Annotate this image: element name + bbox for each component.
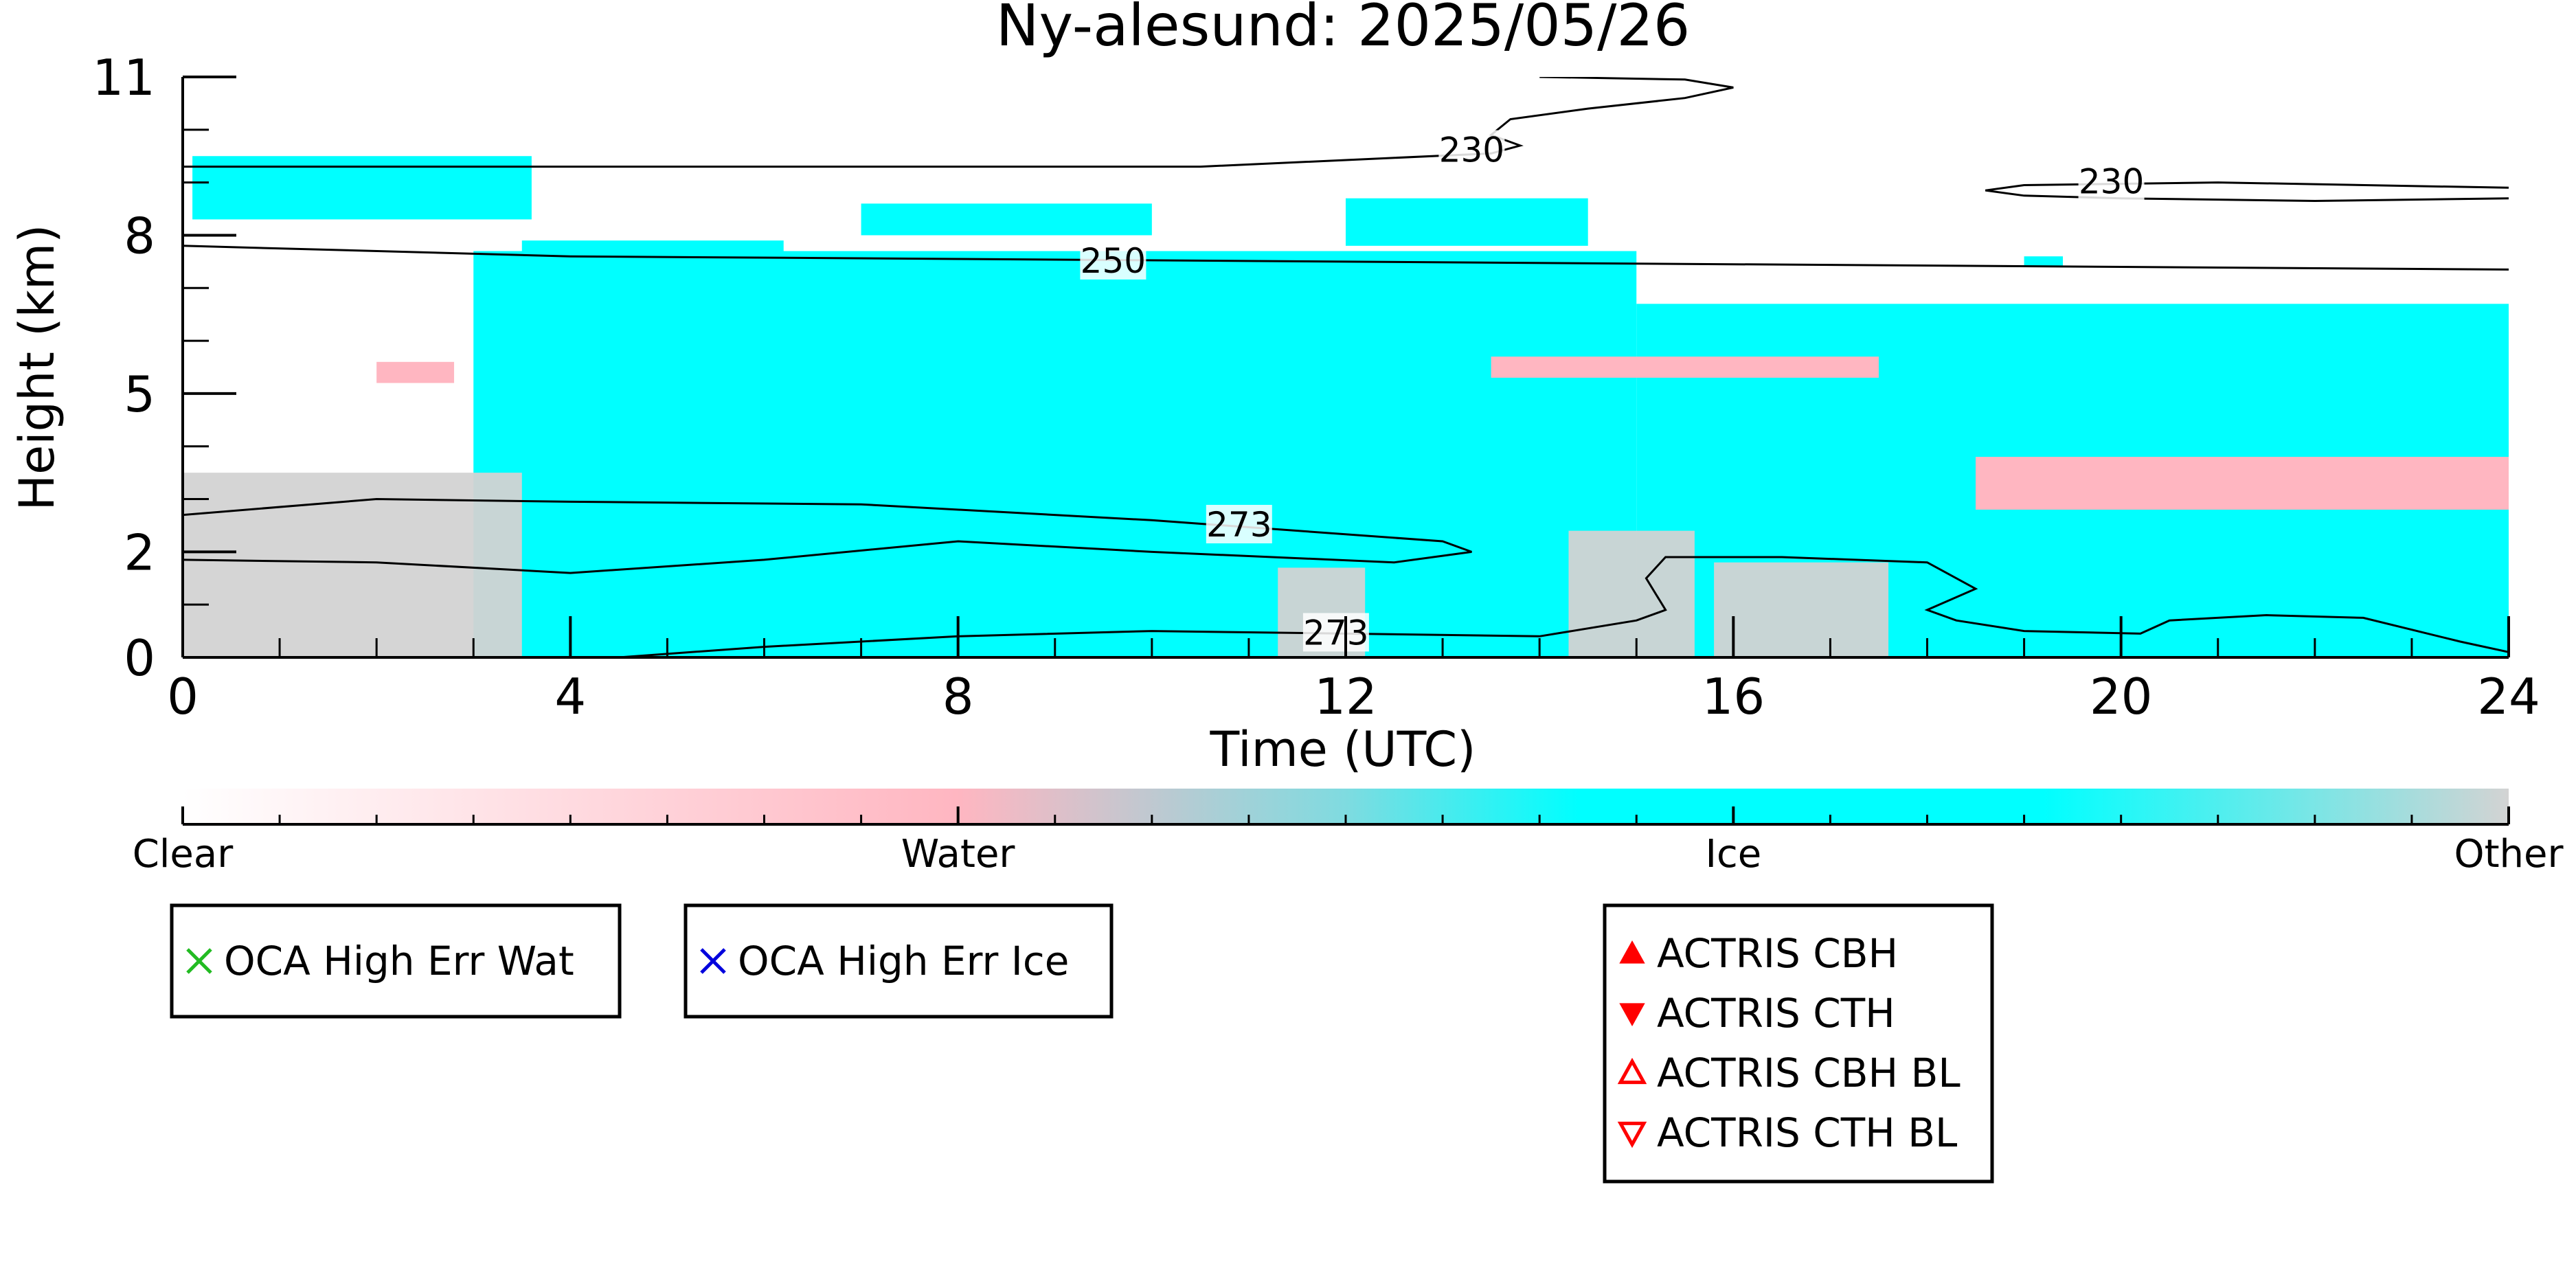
temperature-contours: 230 230 250 273 273: [183, 77, 2509, 657]
contour-line: [183, 497, 1472, 574]
x-tick-label: 16: [1702, 668, 1765, 725]
cloud-region-water: [1976, 457, 2509, 510]
legend-frame: [683, 903, 1114, 1019]
legend-label: ACTRIS CBH: [1657, 930, 1898, 977]
legend-entry: ACTRIS CTH: [1619, 990, 1895, 1037]
y-tick-label: 2: [124, 523, 155, 581]
cloud-region-ice: [192, 156, 532, 220]
legend-frame: [170, 903, 622, 1019]
cloud-region-ice: [2024, 256, 2064, 267]
legend-label: ACTRIS CTH: [1657, 990, 1895, 1037]
x-tick-label: 0: [167, 668, 199, 725]
legend-label: OCA High Err Wat: [224, 938, 574, 984]
legend-label: OCA High Err Ice: [738, 938, 1069, 984]
legend-box: OCA High Err Ice: [683, 903, 1114, 1019]
triangle-up-open-icon: [1617, 1057, 1647, 1085]
plot-area: 230 230 250 273 273 0 2 5 8 11 0 4 8 12 16 20 24: [92, 49, 2540, 725]
colorbar-tick-label: Other: [2454, 832, 2564, 877]
triangle-up-icon: [1619, 940, 1645, 964]
cloud-region-other: [1568, 530, 1695, 657]
contour-label-bg: [1206, 504, 1272, 543]
cloud-region-water: [1491, 357, 1879, 378]
x-tick-label: 24: [2477, 668, 2540, 725]
legend-entry: ACTRIS CBH: [1619, 930, 1898, 977]
x-marker-icon: [186, 948, 212, 974]
cloud-region-other: [1714, 562, 1889, 657]
x-marker-icon: [700, 948, 726, 974]
colorbar-tick-label: Clear: [133, 832, 234, 877]
y-tick-label: 11: [92, 49, 155, 106]
y-axis-label: Height (km): [9, 225, 65, 511]
x-tick-label: 8: [942, 668, 974, 725]
x-tick-label: 12: [1314, 668, 1377, 725]
cloud-region-ice: [1346, 198, 1588, 246]
legend-entry: OCA High Err Ice: [700, 938, 1069, 984]
chart-title: Ny-alesund: 2025/05/26: [996, 0, 1691, 59]
y-tick-label: 8: [124, 207, 155, 264]
legend-label: ACTRIS CTH BL: [1657, 1109, 1957, 1156]
cloud-regions: [183, 156, 2509, 657]
colorbar-tick-label: Ice: [1705, 832, 1761, 877]
contour-label: 250: [1081, 241, 1146, 281]
legend-entry: ACTRIS CTH BL: [1617, 1109, 1957, 1156]
contour-line: [618, 556, 2509, 657]
contour-line: [183, 245, 2509, 271]
legend-box: OCA High Err Wat: [170, 903, 622, 1019]
contour-label: 230: [1439, 131, 1504, 170]
legend-label: ACTRIS CBH BL: [1657, 1050, 1961, 1096]
x-axis-label: Time (UTC): [1210, 721, 1476, 778]
cloud-region-water: [376, 361, 455, 383]
triangle-down-open-icon: [1617, 1121, 1647, 1149]
cloud-region-ice: [473, 251, 1637, 657]
legend-frame: [1603, 903, 1994, 1184]
legend-box: ACTRIS CBH ACTRIS CTH ACTRIS CBH BL ACTRIS …: [1603, 903, 1994, 1184]
colorbar-tick-label: Water: [901, 832, 1016, 877]
contour-line: [1985, 181, 2509, 203]
contour-label-bg: [2078, 161, 2145, 201]
cloud-region-ice: [861, 203, 1152, 236]
contour-label: 230: [2079, 162, 2144, 202]
contour-label-bg: [1302, 613, 1369, 652]
x-tick-label: 4: [554, 668, 586, 725]
legend-entry: OCA High Err Wat: [186, 938, 574, 984]
contour-label-bg: [1080, 240, 1146, 280]
y-tick-label: 5: [124, 365, 155, 423]
triangle-down-icon: [1619, 1003, 1645, 1027]
legends: OCA High Err Wat OCA High Err Ice ACTRIS C…: [170, 903, 1994, 1184]
colorbar: Clear Water Ice Other: [133, 789, 2564, 877]
cloud-region-other: [183, 473, 522, 657]
contour-label-bg: [1438, 130, 1505, 169]
y-tick-label: 0: [124, 629, 155, 687]
x-tick-label: 20: [2090, 668, 2153, 725]
contour-label: 273: [1206, 505, 1272, 545]
contour-label: 273: [1303, 613, 1368, 653]
legend-entry: ACTRIS CBH BL: [1617, 1050, 1961, 1096]
